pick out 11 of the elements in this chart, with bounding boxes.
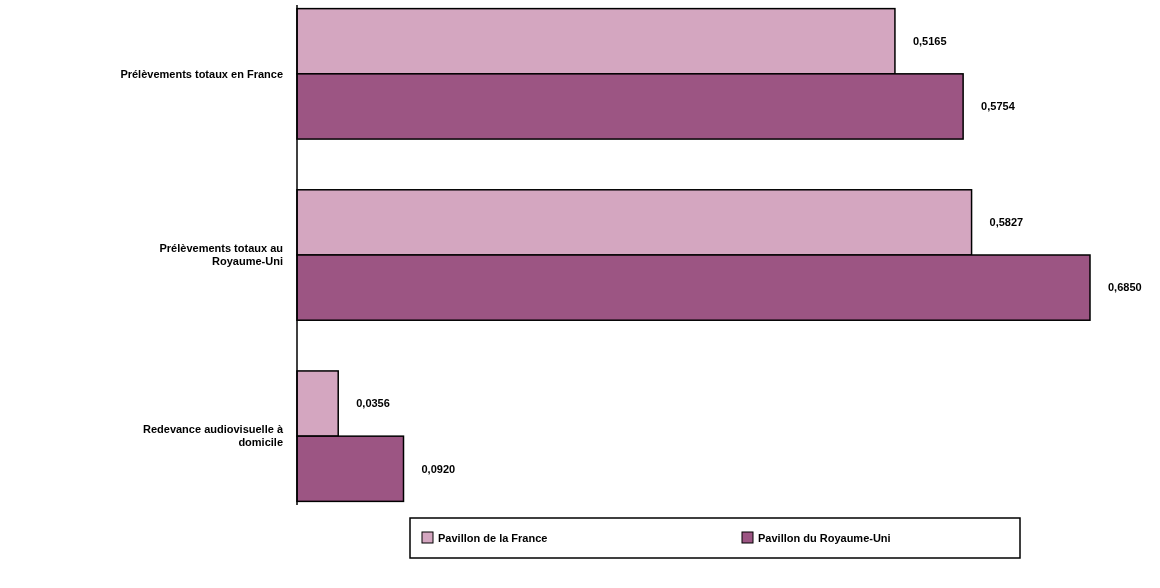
y-tick-label: Prélèvements totaux en France [120, 67, 283, 80]
legend-label: Pavillon de la France [438, 531, 548, 544]
y-tick-label: Redevance audiovisuelle à domicile [142, 423, 284, 449]
data-label: 0,5165 [912, 35, 947, 48]
legend-label: Pavillon du Royaume-Uni [758, 531, 891, 544]
data-label: 0,0920 [421, 462, 456, 475]
data-label: 0,5827 [989, 216, 1024, 229]
y-tick-label: Prélèvements totaux au Royaume-Uni [159, 241, 283, 268]
data-label: 0,6850 [1108, 281, 1142, 294]
data-label: 0,5754 [981, 100, 1016, 113]
data-label: 0,0356 [356, 397, 390, 410]
